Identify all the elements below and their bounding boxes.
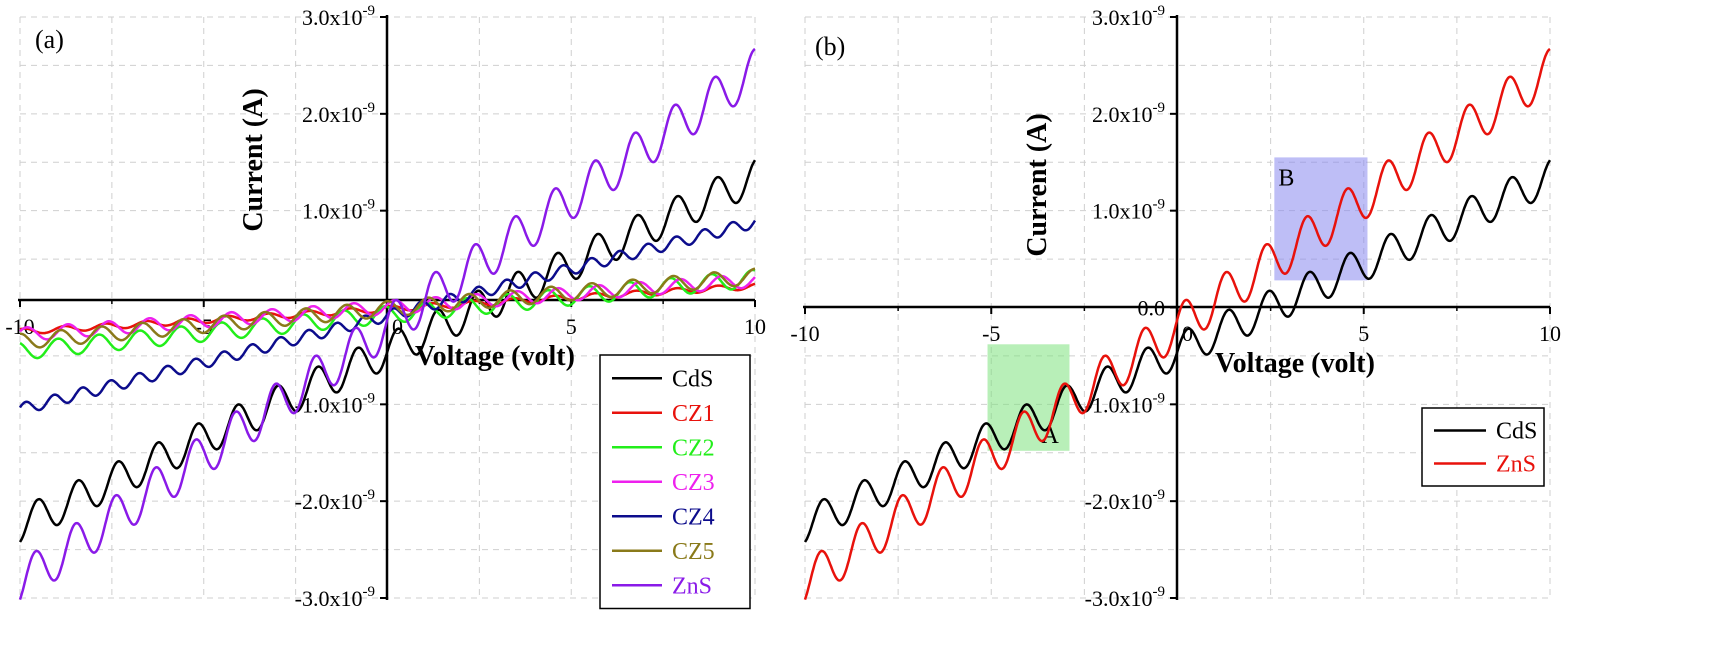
series-line-zns — [803, 47, 1551, 600]
panel-label: (b) — [815, 32, 845, 61]
panel-label: (a) — [35, 25, 64, 54]
y-tick-label: 1.0x10-9 — [302, 197, 375, 224]
legend-entry-cz4: CZ4 — [672, 504, 715, 530]
series-line-cds — [18, 159, 757, 543]
legend-entry-cz1: CZ1 — [672, 401, 715, 427]
y-tick-label: -2.0x10-9 — [1085, 487, 1165, 514]
y-tick-label: 3.0x10-9 — [302, 3, 375, 30]
series-line-zns — [18, 47, 756, 600]
y-tick-label: 2.0x10-9 — [302, 100, 375, 127]
x-tick-label: 5 — [1358, 321, 1369, 346]
x-tick-label: 10 — [1539, 321, 1561, 346]
legend-box — [1421, 407, 1545, 487]
y-axis-title: Current (A) — [238, 88, 269, 231]
y-tick-label: 1.0x10-9 — [1092, 197, 1165, 224]
legend: CdS ZnS — [1421, 407, 1545, 487]
y-tick-label: 3.0x10-9 — [1092, 3, 1165, 30]
x-axis-title: Voltage (volt) — [1215, 348, 1375, 379]
series-line-cds — [803, 159, 1552, 543]
legend-entry-zns: ZnS — [1496, 452, 1536, 478]
legend-entry-cds: CdS — [1496, 419, 1537, 445]
highlight-box-label: B — [1278, 165, 1294, 191]
legend: CdS CZ1 CZ2 CZ3 CZ4 CZ5 ZnS — [599, 354, 751, 610]
x-tick-label: -10 — [5, 314, 34, 339]
y-tick-label: 0.0 — [1138, 296, 1166, 321]
chart-panel-1: -10 -5 0 5 10-3.0x10-9-2.0x10-9-1.0x10-91.0x… — [5, 3, 766, 611]
series-line-cz2 — [19, 268, 756, 360]
x-tick-label: 0 — [1182, 321, 1193, 346]
y-axis-title: Current (A) — [1022, 113, 1053, 256]
y-tick-label: -3.0x10-9 — [1085, 584, 1165, 611]
x-tick-label: 5 — [566, 314, 577, 339]
x-tick-label: -10 — [790, 321, 819, 346]
y-tick-label: -3.0x10-9 — [295, 584, 375, 611]
y-tick-label: -1.0x10-9 — [1085, 390, 1165, 417]
series-line-cz5 — [19, 267, 756, 349]
chart-panel-2: AB-10 -5 0 5 10-3.0x10-9-2.0x10-9-1.0x10-90.… — [790, 3, 1561, 611]
legend-entry-cds: CdS — [672, 366, 713, 392]
legend-entry-cz2: CZ2 — [672, 435, 715, 461]
y-tick-label: 2.0x10-9 — [1092, 100, 1165, 127]
legend-entry-cz3: CZ3 — [672, 470, 715, 496]
y-tick-label: -2.0x10-9 — [295, 487, 375, 514]
highlight-box-A — [987, 344, 1070, 451]
x-tick-label: 0 — [392, 314, 403, 339]
x-axis-title: Voltage (volt) — [415, 341, 575, 372]
highlight-box-B — [1274, 157, 1368, 281]
x-tick-label: -5 — [982, 321, 1000, 346]
legend-entry-zns: ZnS — [672, 573, 712, 599]
legend-entry-cz5: CZ5 — [672, 539, 715, 565]
x-tick-label: 10 — [744, 314, 766, 339]
